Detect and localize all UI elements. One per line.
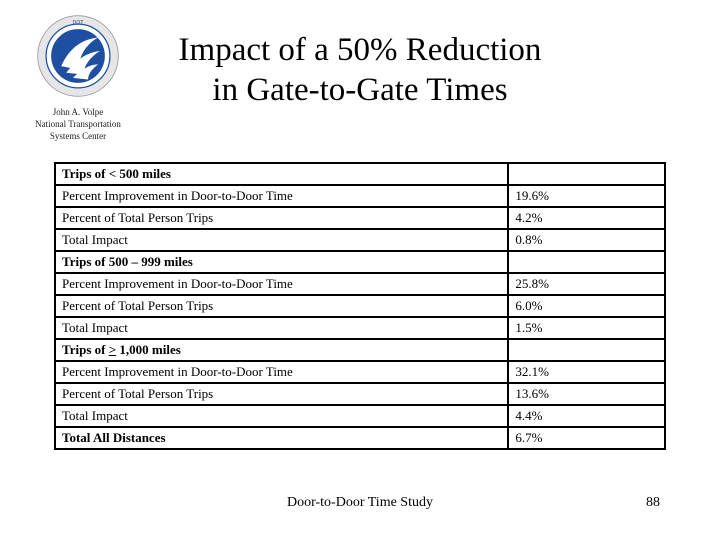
row-label: Percent Improvement in Door-to-Door Time bbox=[53, 360, 510, 384]
table-row: Percent of Total Person Trips 4.2% bbox=[53, 206, 666, 230]
page-number: 88 bbox=[646, 495, 660, 510]
section-title: Trips of 500 – 999 miles bbox=[53, 250, 509, 274]
section-header-row: Trips of < 500 miles bbox=[53, 162, 666, 186]
svg-text:DOT: DOT bbox=[73, 20, 85, 26]
section-header-row: Trips of 500 – 999 miles bbox=[53, 250, 666, 274]
org-line-1: John A. Volpe bbox=[52, 107, 104, 117]
section-title: Trips of < 500 miles bbox=[53, 162, 509, 186]
row-value: 32.1% bbox=[507, 360, 666, 384]
row-value: 25.8% bbox=[507, 272, 666, 296]
section-title: Trips of > 1,000 miles bbox=[53, 338, 509, 362]
org-line-2: National Transportation bbox=[35, 119, 121, 129]
table-row: Total Impact 4.4% bbox=[53, 404, 666, 428]
table-row: Percent Improvement in Door-to-Door Time… bbox=[53, 360, 666, 384]
table-row: Total Impact 1.5% bbox=[53, 316, 666, 340]
row-label: Percent of Total Person Trips bbox=[53, 382, 510, 406]
row-value: 4.4% bbox=[507, 404, 666, 428]
table-row: Percent Improvement in Door-to-Door Time… bbox=[53, 272, 666, 296]
section-value-cell bbox=[507, 250, 666, 274]
row-label: Total Impact bbox=[53, 404, 510, 428]
section-title-suffix: 1,000 miles bbox=[116, 342, 181, 357]
section-value-cell bbox=[507, 162, 666, 186]
org-line-3: Systems Center bbox=[49, 131, 107, 141]
row-value: 6.0% bbox=[507, 294, 666, 318]
row-value: 13.6% bbox=[507, 382, 666, 406]
dot-seal-logo: DOT bbox=[37, 15, 119, 97]
grand-total-label: Total All Distances bbox=[53, 426, 510, 450]
section-title-prefix: Trips of bbox=[62, 342, 109, 357]
title-line-2: in Gate-to-Gate Times bbox=[212, 72, 508, 108]
section-header-row: Trips of > 1,000 miles bbox=[53, 338, 666, 362]
row-value: 0.8% bbox=[507, 228, 666, 252]
footer-text: Door-to-Door Time Study bbox=[287, 495, 433, 510]
row-label: Total Impact bbox=[53, 316, 510, 340]
impact-table: Trips of < 500 miles Percent Improvement… bbox=[53, 162, 666, 450]
greater-equal-symbol: > bbox=[108, 342, 117, 357]
row-value: 19.6% bbox=[507, 184, 666, 208]
table-row: Percent of Total Person Trips 6.0% bbox=[53, 294, 666, 318]
row-label: Percent of Total Person Trips bbox=[53, 294, 510, 318]
row-label: Percent Improvement in Door-to-Door Time bbox=[53, 272, 510, 296]
grand-total-row: Total All Distances 6.7% bbox=[53, 426, 666, 450]
title-line-1: Impact of a 50% Reduction bbox=[178, 32, 542, 68]
row-value: 1.5% bbox=[507, 316, 666, 340]
grand-total-value: 6.7% bbox=[507, 426, 666, 450]
table-row: Percent Improvement in Door-to-Door Time… bbox=[53, 184, 666, 208]
row-label: Percent of Total Person Trips bbox=[53, 206, 510, 230]
row-label: Percent Improvement in Door-to-Door Time bbox=[53, 184, 510, 208]
row-value: 4.2% bbox=[507, 206, 666, 230]
table-row: Percent of Total Person Trips 13.6% bbox=[53, 382, 666, 406]
table-row: Total Impact 0.8% bbox=[53, 228, 666, 252]
section-value-cell bbox=[507, 338, 666, 362]
slide-title: Impact of a 50% Reduction in Gate-to-Gat… bbox=[140, 30, 580, 110]
row-label: Total Impact bbox=[53, 228, 510, 252]
organization-name: John A. Volpe National Transportation Sy… bbox=[22, 106, 134, 142]
